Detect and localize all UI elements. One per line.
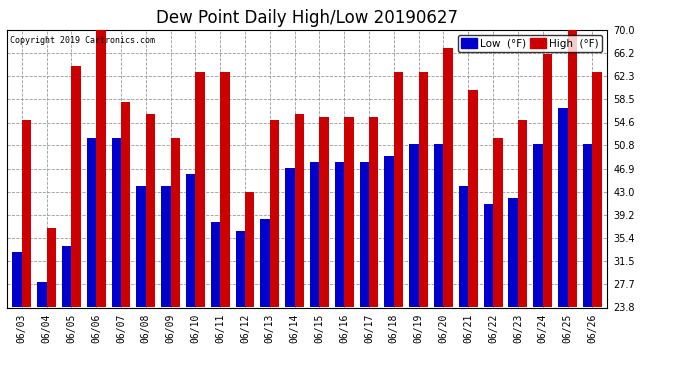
Bar [195,72,205,308]
Bar [22,120,31,308]
Bar [409,144,419,308]
Bar [558,108,567,308]
Bar [220,72,230,308]
Bar [137,186,146,308]
Bar [592,72,602,308]
Bar [96,30,106,308]
Bar [419,72,428,308]
Bar [146,114,155,308]
Bar [270,120,279,308]
Bar [369,117,379,308]
Bar [71,66,81,308]
Bar [394,72,403,308]
Bar [434,144,444,308]
Bar [12,252,22,308]
Bar [295,114,304,308]
Bar [567,30,577,308]
Bar [121,102,130,308]
Bar [484,204,493,308]
Bar [62,246,71,308]
Bar [260,219,270,308]
Bar [37,282,47,308]
Text: Copyright 2019 Cartronics.com: Copyright 2019 Cartronics.com [10,36,155,45]
Bar [47,228,56,308]
Bar [359,162,369,308]
Bar [112,138,121,308]
Bar [384,156,394,308]
Bar [245,192,255,308]
Bar [87,138,96,308]
Bar [335,162,344,308]
Bar [285,168,295,308]
Bar [518,120,527,308]
Bar [583,144,592,308]
Bar [211,222,220,308]
Title: Dew Point Daily High/Low 20190627: Dew Point Daily High/Low 20190627 [156,9,458,27]
Bar [186,174,195,308]
Legend: Low  (°F), High  (°F): Low (°F), High (°F) [458,35,602,52]
Bar [543,54,552,307]
Bar [469,90,477,308]
Bar [319,117,329,308]
Bar [533,144,543,308]
Bar [161,186,170,308]
Bar [459,186,469,308]
Bar [235,231,245,308]
Bar [493,138,502,308]
Bar [444,48,453,308]
Bar [170,138,180,308]
Bar [509,198,518,308]
Bar [344,117,354,308]
Bar [310,162,319,308]
